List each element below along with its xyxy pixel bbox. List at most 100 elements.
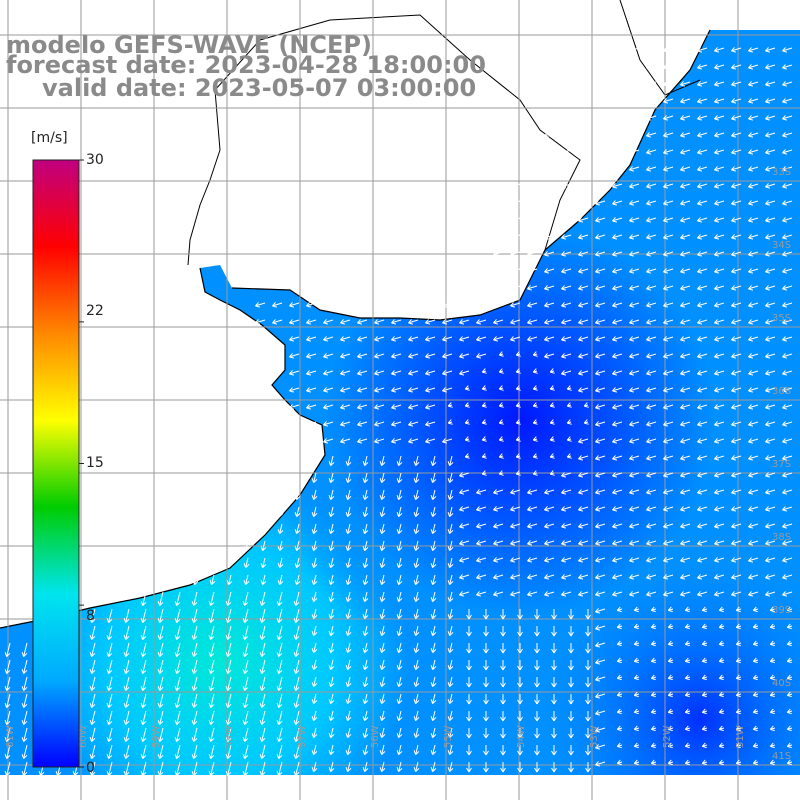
wind-arrow xyxy=(684,759,691,766)
wind-arrow xyxy=(680,336,691,342)
wind-arrow xyxy=(89,727,96,742)
wind-arrow xyxy=(527,506,538,512)
wind-arrow xyxy=(782,200,793,206)
wind-arrow xyxy=(413,506,420,518)
wind-arrow xyxy=(782,438,793,444)
wind-arrow xyxy=(481,453,487,459)
wind-arrow xyxy=(752,606,759,613)
wind-arrow xyxy=(680,200,691,206)
wind-arrow xyxy=(208,625,215,640)
wind-arrow xyxy=(663,64,674,70)
wind-arrow xyxy=(748,421,759,427)
wind-arrow xyxy=(277,557,284,569)
wind-arrow xyxy=(362,574,369,586)
wind-arrow xyxy=(782,251,793,257)
wind-arrow xyxy=(731,285,742,291)
wind-arrow xyxy=(328,523,335,535)
wind-arrow xyxy=(765,234,776,240)
wind-arrow xyxy=(157,676,164,691)
wind-arrow xyxy=(510,217,521,223)
wind-arrow xyxy=(362,642,369,654)
wind-arrow xyxy=(4,727,11,742)
wind-arrow xyxy=(595,472,606,478)
wind-arrow xyxy=(595,608,606,614)
longitude-label: 53W xyxy=(589,725,600,748)
wind-arrow xyxy=(379,693,386,705)
wind-arrow xyxy=(362,506,369,518)
wind-arrow xyxy=(748,81,759,87)
wind-arrow xyxy=(379,472,386,484)
wind-arrow xyxy=(493,557,504,563)
wind-arrow xyxy=(483,728,489,739)
wind-arrow xyxy=(430,472,437,484)
wind-arrow xyxy=(276,608,283,623)
wind-arrow xyxy=(629,183,640,189)
wind-arrow xyxy=(752,674,759,681)
wind-arrow xyxy=(259,710,266,725)
wind-arrow xyxy=(379,489,386,501)
wind-arrow xyxy=(748,489,759,495)
wind-arrow xyxy=(595,710,606,716)
wind-arrow xyxy=(629,540,640,546)
wind-arrow xyxy=(748,336,759,342)
wind-arrow xyxy=(311,506,318,518)
wind-arrow xyxy=(595,625,606,631)
longitude-label: 61W xyxy=(5,725,16,748)
wind-arrow xyxy=(476,302,487,308)
wind-arrow xyxy=(782,472,793,478)
wind-arrow xyxy=(527,523,538,529)
wind-arrow xyxy=(532,351,538,357)
wind-arrow xyxy=(379,642,386,654)
wind-arrow xyxy=(697,81,708,87)
wind-arrow xyxy=(646,506,657,512)
wind-arrow xyxy=(306,387,317,393)
valid-date-title: valid date: 2023-05-07 03:00:00 xyxy=(42,74,477,102)
wind-arrow xyxy=(174,761,181,776)
wind-arrow xyxy=(714,64,725,70)
wind-arrow xyxy=(735,674,742,681)
wind-arrow xyxy=(208,727,215,742)
wind-arrow xyxy=(612,489,623,495)
wind-arrow xyxy=(357,370,368,376)
wind-arrow xyxy=(782,98,793,104)
wind-arrow xyxy=(174,693,181,708)
wind-arrow xyxy=(357,421,368,427)
wind-arrow xyxy=(684,742,691,749)
wind-arrow xyxy=(629,319,640,325)
wind-arrow xyxy=(328,744,335,756)
wind-arrow xyxy=(345,761,352,773)
wind-arrow xyxy=(174,591,181,606)
wind-arrow xyxy=(294,523,301,535)
wind-arrow xyxy=(731,81,742,87)
wind-arrow xyxy=(447,608,454,620)
wind-arrow xyxy=(544,489,555,495)
wind-arrow xyxy=(585,711,591,722)
wind-arrow xyxy=(561,591,572,597)
wind-arrow xyxy=(629,523,640,529)
wind-arrow xyxy=(633,606,640,613)
wind-arrow xyxy=(782,166,793,172)
wind-arrow xyxy=(714,98,725,104)
wind-arrow xyxy=(612,149,623,155)
wind-arrow xyxy=(306,302,317,308)
wind-arrow xyxy=(578,523,589,529)
wind-arrow xyxy=(646,115,657,121)
wind-arrow xyxy=(4,744,11,759)
wind-arrow xyxy=(616,606,623,613)
wind-arrow xyxy=(408,421,419,427)
wind-arrow xyxy=(425,336,436,342)
wind-arrow xyxy=(595,489,606,495)
wind-arrow xyxy=(765,472,776,478)
wind-arrow xyxy=(481,368,487,374)
wind-arrow xyxy=(612,132,623,138)
wind-arrow xyxy=(413,676,420,688)
wind-arrow xyxy=(701,657,708,664)
wind-arrow xyxy=(782,47,793,53)
wind-arrow xyxy=(646,81,657,87)
wind-arrow xyxy=(191,625,198,640)
wind-arrow xyxy=(765,591,776,597)
wind-arrow xyxy=(396,625,403,637)
wind-arrow xyxy=(106,710,113,725)
wind-arrow xyxy=(430,506,437,518)
wind-arrow xyxy=(328,574,335,586)
